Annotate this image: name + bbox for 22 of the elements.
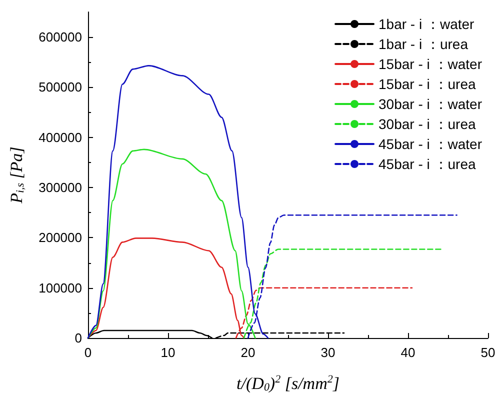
y-tick-label: 100000 — [38, 280, 82, 296]
legend-label: 1bar - i ：water — [378, 16, 475, 32]
legend-label: 30bar - i ：urea — [378, 116, 476, 132]
legend-label: 45bar - i ：water — [378, 136, 482, 152]
y-axis-title: Pi,s [Pa] — [7, 146, 26, 204]
x-tick-label: 40 — [400, 345, 416, 360]
legend-label: 15bar - i ：water — [378, 56, 482, 72]
legend-label: 15bar - i ：urea — [378, 76, 476, 92]
legend-label: 30bar - i ：water — [378, 96, 482, 112]
y-tick-label: 200000 — [38, 230, 82, 246]
y-tick-label: 300000 — [38, 180, 82, 196]
legend-label: 1bar - i ：urea — [378, 36, 468, 52]
legend-label: 45bar - i ：urea — [378, 156, 476, 172]
y-tick-label: 500000 — [38, 80, 82, 95]
y-tick-label: 0 — [74, 330, 82, 346]
x-tick-label: 20 — [240, 345, 256, 360]
x-tick-label: 50 — [480, 345, 496, 360]
x-tick-label: 30 — [320, 345, 336, 360]
x-tick-label: 10 — [160, 345, 176, 360]
y-tick-label: 600000 — [38, 30, 82, 45]
y-tick-label: 400000 — [38, 130, 82, 145]
x-tick-label: 0 — [84, 345, 92, 360]
